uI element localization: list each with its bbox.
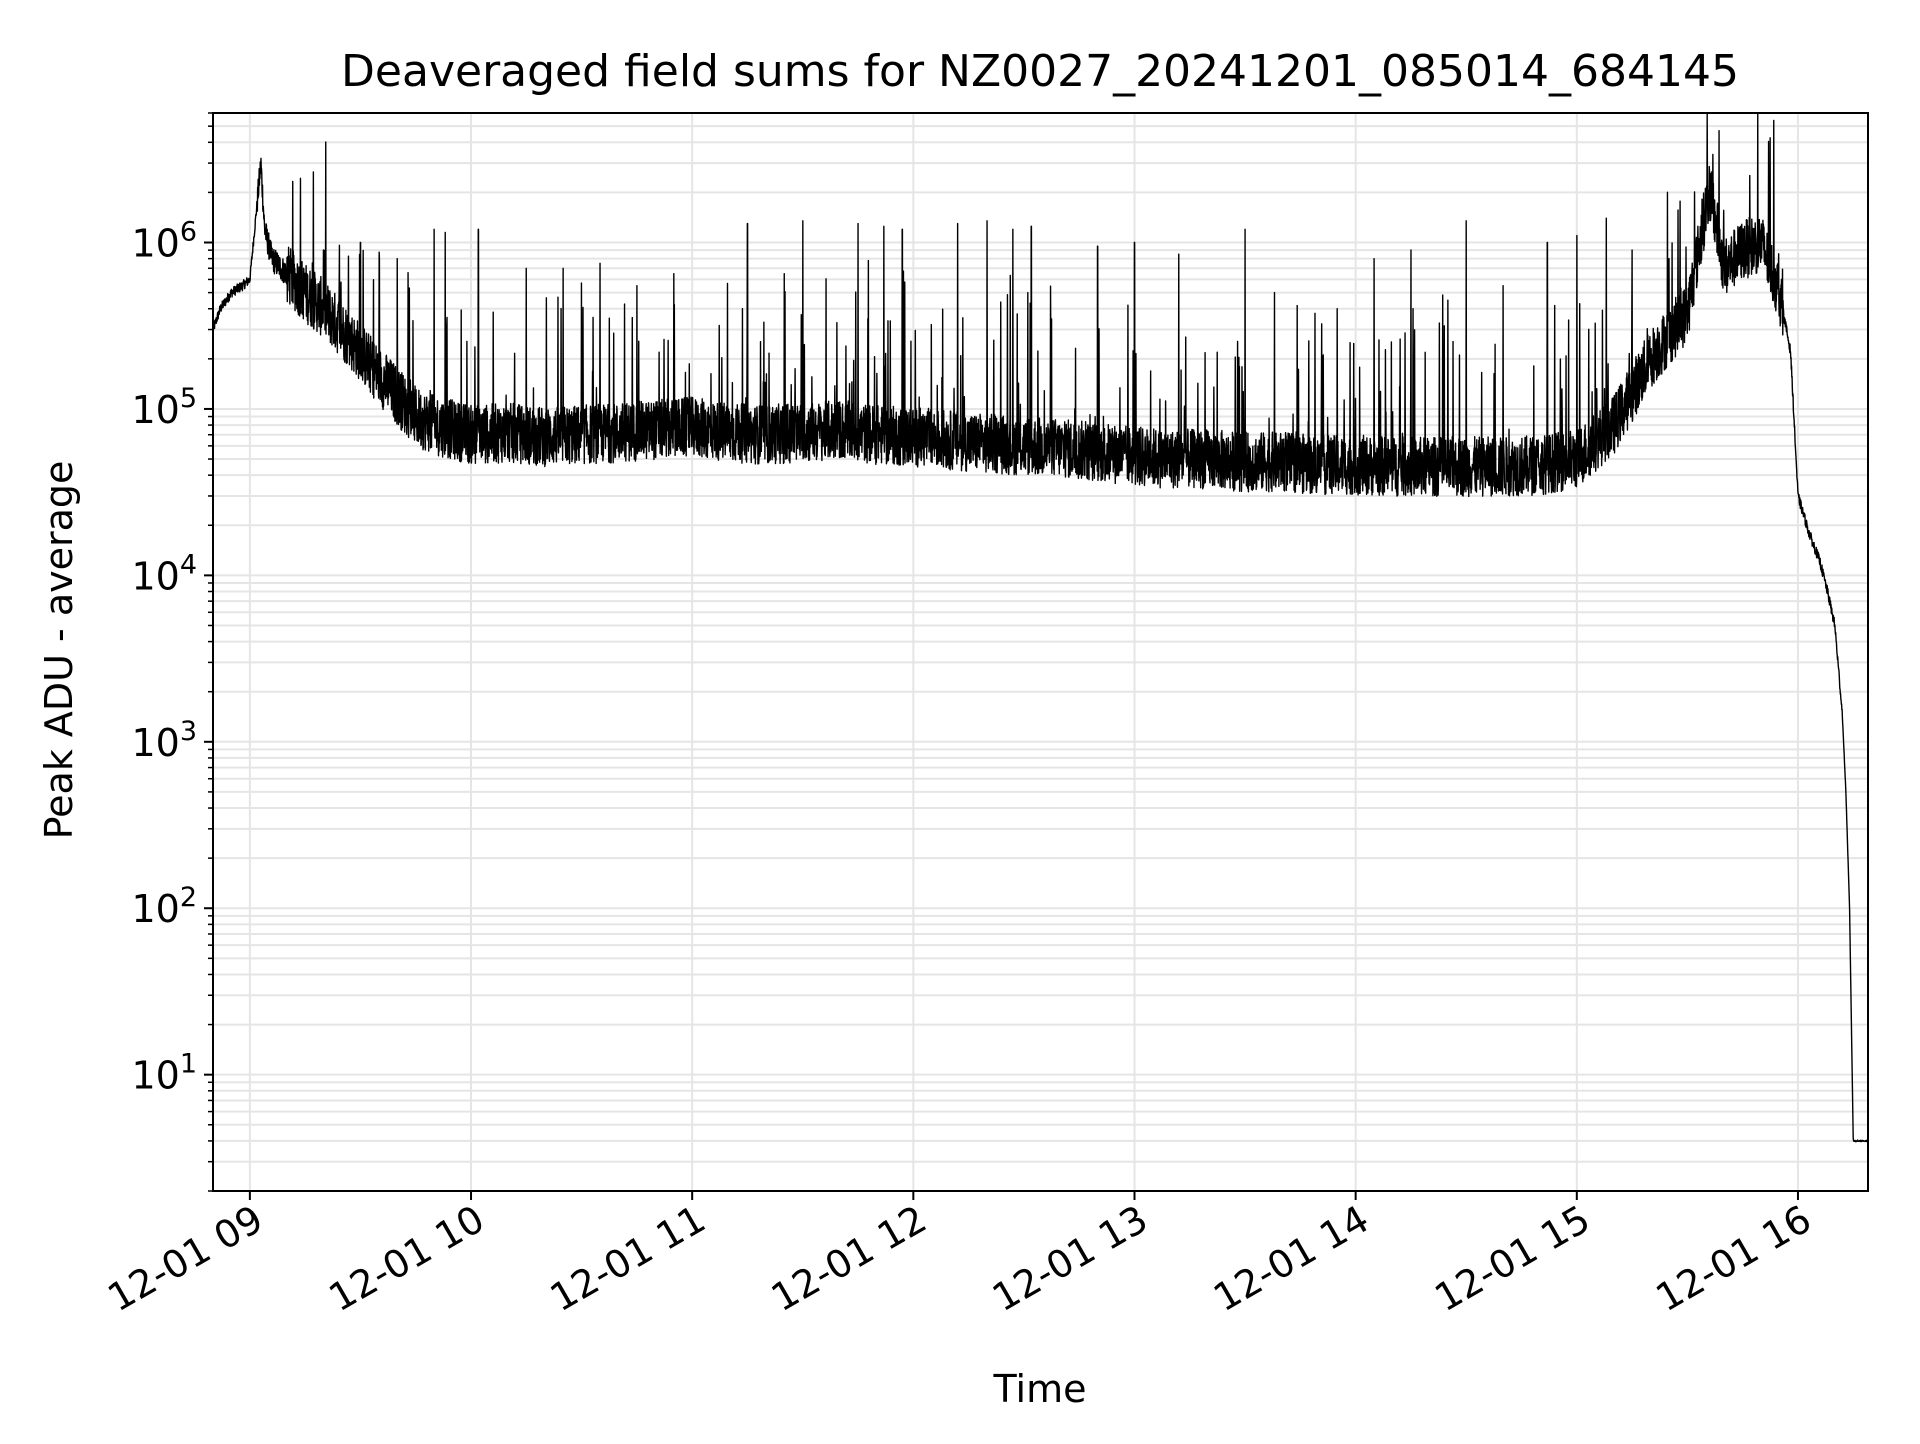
x-tick-label: 12-01 09 xyxy=(100,1197,270,1321)
grid-layer xyxy=(213,112,1868,1192)
x-tick-label: 12-01 16 xyxy=(1648,1197,1818,1321)
x-tick-label: 12-01 14 xyxy=(1206,1197,1376,1321)
y-tick-label: 103 xyxy=(131,716,197,765)
plot-frame xyxy=(212,112,1869,1192)
x-tick-label: 12-01 10 xyxy=(322,1197,492,1321)
x-tick-label: 12-01 15 xyxy=(1427,1197,1597,1321)
chart-title: Deaveraged field sums for NZ0027_2024120… xyxy=(341,46,1739,97)
y-axis-label: Peak ADU - average xyxy=(37,461,81,840)
y-tick-label: 106 xyxy=(131,217,197,266)
axes-layer: 101 102 103 104 105 106 12-01 09 12-01 10 12-01 … xyxy=(100,112,1818,1321)
y-tick-label: 102 xyxy=(131,882,197,931)
y-tick-label: 101 xyxy=(131,1049,197,1098)
x-tick-label: 12-01 13 xyxy=(985,1197,1155,1321)
x-axis-label: Time xyxy=(993,1367,1087,1411)
y-tick-label: 105 xyxy=(131,383,197,432)
y-tick-label: 104 xyxy=(131,549,197,598)
x-tick-label: 12-01 12 xyxy=(764,1197,934,1321)
series-line xyxy=(212,112,1869,1143)
x-tick-label: 12-01 11 xyxy=(543,1197,713,1321)
